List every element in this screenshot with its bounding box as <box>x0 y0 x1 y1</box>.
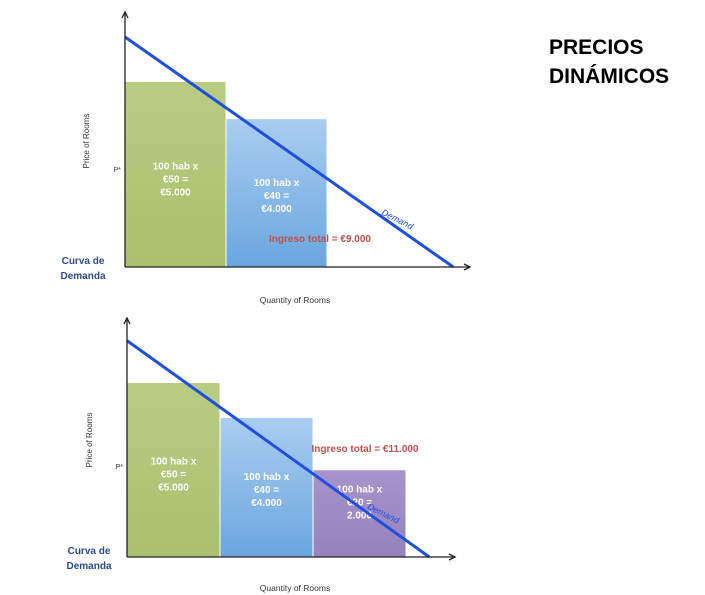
bar-label-3-line-3: 2.000 <box>347 510 372 521</box>
corner-label-line-1: Curva de <box>62 256 105 267</box>
bar-label-2-line-1: 100 hab x <box>254 178 300 189</box>
x-axis-label: Quantity of Rooms <box>260 583 330 593</box>
bar-label-3-line-1: 100 hab x <box>337 484 383 495</box>
total-revenue-label: Ingreso total = €11.000 <box>312 444 419 455</box>
y-axis-label: Price of Rooms <box>85 413 94 468</box>
bar-label-1-line-1: 100 hab x <box>153 162 199 173</box>
bar-label-2-line-3: €4.000 <box>261 204 292 215</box>
y-axis-label: Price of Rooms <box>82 114 91 169</box>
demand-chart-top: 100 hab x €50 = €5.000 100 hab x €40 = €4.000… <box>60 10 472 305</box>
bar-label-2-line-1: 100 hab x <box>244 472 290 483</box>
bar-label-1-line-1: 100 hab x <box>151 456 197 467</box>
bar-label-1-line-2: €50 = <box>163 175 188 186</box>
x-axis-arrow <box>448 553 457 561</box>
bar-label-2-line-2: €40 = <box>254 485 279 496</box>
bar-label-1-line-3: €5.000 <box>160 188 191 199</box>
bar-label-1-line-2: €50 = <box>161 469 186 480</box>
corner-label-line-2: Demanda <box>66 561 111 572</box>
bar-label-1-line-3: €5.000 <box>158 482 189 493</box>
page-title: PRECIOS DINÁMICOS <box>549 33 669 91</box>
bar-label-3-line-2: €20 = <box>347 497 372 508</box>
revenue-bar-1 <box>126 382 221 558</box>
y-axis-arrow <box>121 10 129 19</box>
demand-chart-bottom: 100 hab x €50 = €5.000 100 hab x €40 = €4.000… <box>66 316 457 593</box>
demand-line <box>126 339 431 559</box>
bar-label-2-line-3: €4.000 <box>251 498 282 509</box>
y-axis-arrow <box>123 316 131 325</box>
corner-label-line-1: Curva de <box>68 546 111 557</box>
x-axis-arrow <box>463 263 472 271</box>
total-revenue-label: Ingreso total = €9.000 <box>269 234 371 245</box>
p-star-tick-label: P* <box>114 167 122 174</box>
corner-label-line-2: Demanda <box>60 271 105 282</box>
x-axis-label: Quantity of Rooms <box>260 295 330 305</box>
page-title-line-2: DINÁMICOS <box>549 65 670 88</box>
demand-line <box>124 35 455 269</box>
p-star-tick-label: P* <box>116 464 124 471</box>
page-title-line-1: PRECIOS <box>549 36 644 59</box>
revenue-bar-1 <box>124 81 227 268</box>
bar-label-2-line-2: €40 = <box>264 191 289 202</box>
